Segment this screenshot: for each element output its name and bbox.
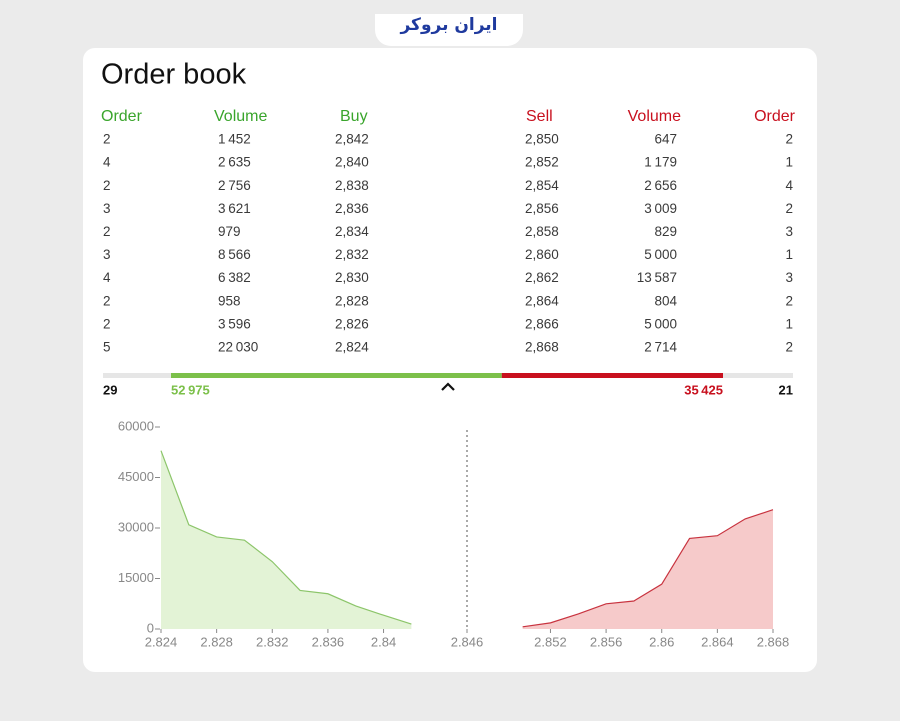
column-header: Order (101, 108, 143, 125)
cell: 2 756 (218, 178, 251, 193)
depth-line (522, 509, 774, 628)
x-tick-label: 2.828 (200, 634, 233, 649)
y-tick-label: 45000 (118, 469, 154, 484)
cell: 2 (785, 132, 793, 147)
x-tick-label: 2.84 (371, 634, 396, 649)
x-tick-label: 2.86 (649, 634, 674, 649)
cell: 2,832 (335, 247, 369, 262)
cell: 1 (785, 316, 793, 331)
cell: 5 000 (644, 247, 677, 262)
depth-area (522, 509, 773, 629)
cell: 1 452 (218, 132, 251, 147)
x-tick-label: 2.856 (590, 634, 623, 649)
cell: 5 (103, 339, 111, 354)
sell-volume-total: 35 425 (684, 382, 723, 397)
cell: 2,824 (335, 339, 369, 354)
sell-volume-bar (501, 373, 723, 378)
logo-text: ایران بروکر (400, 15, 498, 35)
cell: 829 (654, 224, 677, 239)
logo: ایران بروکر (375, 14, 523, 46)
cell: 2 (785, 339, 793, 354)
cell: 2,838 (335, 178, 369, 193)
cell: 2,858 (525, 224, 559, 239)
cell: 2,830 (335, 270, 369, 285)
cell: 2 714 (644, 339, 677, 354)
x-tick-label: 2.824 (145, 634, 178, 649)
cell: 3 596 (218, 316, 251, 331)
column-header: Buy (340, 108, 368, 125)
cell: 2 (785, 293, 793, 308)
cell: 2 (103, 316, 111, 331)
depth-area (161, 450, 412, 629)
cell: 5 000 (644, 316, 677, 331)
cell: 2 (103, 224, 111, 239)
cell: 2,834 (335, 224, 369, 239)
title: Order book (101, 59, 247, 91)
cell: 3 (103, 247, 111, 262)
column-header: Sell (526, 108, 553, 125)
cell: 979 (218, 224, 241, 239)
cell: 3 (785, 270, 793, 285)
cell: 2 (103, 178, 111, 193)
cell: 3 (785, 224, 793, 239)
cell: 2 (103, 293, 111, 308)
cell: 22 030 (218, 339, 258, 354)
column-header: Order (754, 108, 796, 125)
cell: 2 (103, 132, 111, 147)
cell: 1 (785, 155, 793, 170)
cell: 2,868 (525, 339, 559, 354)
sell-orders-total: 21 (779, 382, 793, 397)
cell: 2 635 (218, 155, 251, 170)
cell: 3 (103, 201, 111, 216)
cell: 2,854 (525, 178, 559, 193)
cell: 958 (218, 293, 241, 308)
cell: 647 (654, 132, 677, 147)
cell: 2,866 (525, 316, 559, 331)
cell: 2,860 (525, 247, 559, 262)
x-tick-label: 2.864 (701, 634, 734, 649)
y-tick-label: 30000 (118, 519, 154, 534)
y-tick-label: 60000 (118, 418, 154, 433)
buy-orders-total: 29 (103, 382, 117, 397)
x-tick-label: 2.846 (451, 634, 484, 649)
cell: 13 587 (637, 270, 677, 285)
cell: 2,828 (335, 293, 369, 308)
cell: 2,826 (335, 316, 369, 331)
x-tick-label: 2.832 (256, 634, 289, 649)
column-header: Volume (628, 108, 681, 125)
cell: 2,840 (335, 155, 369, 170)
cell: 6 382 (218, 270, 251, 285)
cell: 2 656 (644, 178, 677, 193)
cell: 3 009 (644, 201, 677, 216)
collapse-icon[interactable] (441, 382, 455, 391)
cell: 3 621 (218, 201, 251, 216)
cell: 1 (785, 247, 793, 262)
cell: 2,856 (525, 201, 559, 216)
x-tick-label: 2.836 (312, 634, 345, 649)
cell: 2,862 (525, 270, 559, 285)
depth-line (160, 450, 412, 625)
buy-volume-bar (171, 373, 502, 378)
buy-volume-total: 52 975 (171, 382, 210, 397)
cell: 4 (785, 178, 793, 193)
x-tick-label: 2.868 (757, 634, 790, 649)
cell: 2 (785, 201, 793, 216)
y-tick-label: 0 (147, 620, 154, 635)
cell: 4 (103, 155, 111, 170)
column-header: Volume (214, 108, 267, 125)
cell: 2,864 (525, 293, 559, 308)
x-tick-label: 2.852 (534, 634, 567, 649)
cell: 2,850 (525, 132, 559, 147)
cell: 2,836 (335, 201, 369, 216)
cell: 2,842 (335, 132, 369, 147)
cell: 8 566 (218, 247, 251, 262)
cell: 804 (654, 293, 677, 308)
cell: 2,852 (525, 155, 559, 170)
cell: 1 179 (644, 155, 677, 170)
cell: 4 (103, 270, 111, 285)
y-tick-label: 15000 (118, 570, 154, 585)
